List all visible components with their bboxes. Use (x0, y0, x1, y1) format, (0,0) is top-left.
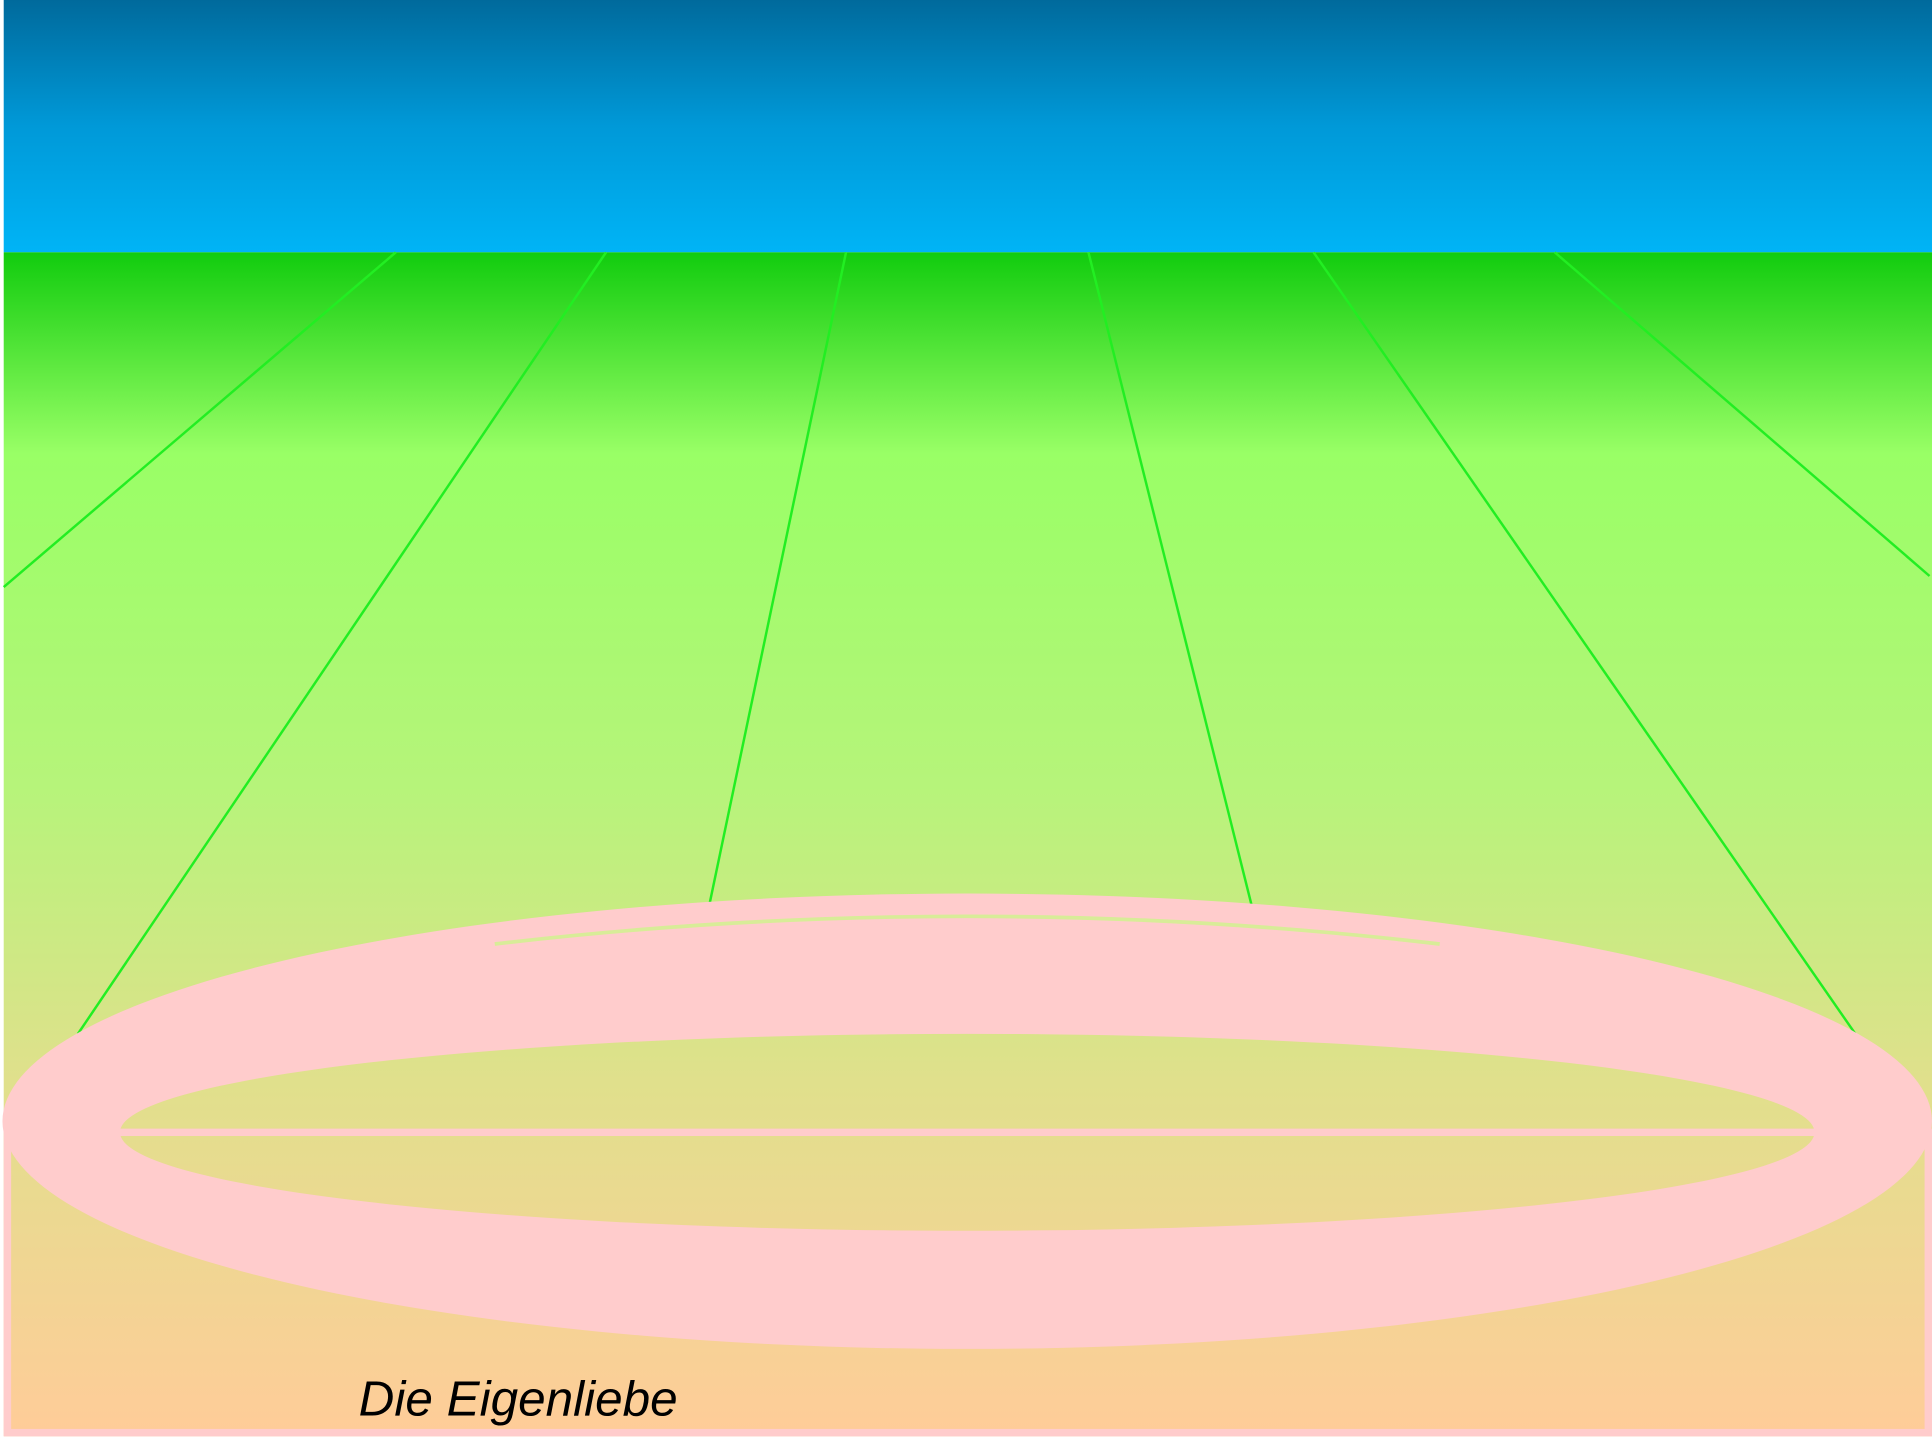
sky (3, 0, 1932, 253)
line (1312, 251, 1857, 1035)
line (703, 252, 848, 926)
line (1553, 251, 1931, 577)
cylinder-side (3, 1128, 1932, 1437)
line (76, 251, 608, 1035)
ring-highlight (494, 914, 1440, 946)
perspective-lines (2, 251, 1931, 1035)
ring (2, 893, 1932, 1349)
line (1087, 252, 1258, 926)
line (2, 251, 397, 589)
caption: Die Eigenliebe (359, 1371, 678, 1426)
